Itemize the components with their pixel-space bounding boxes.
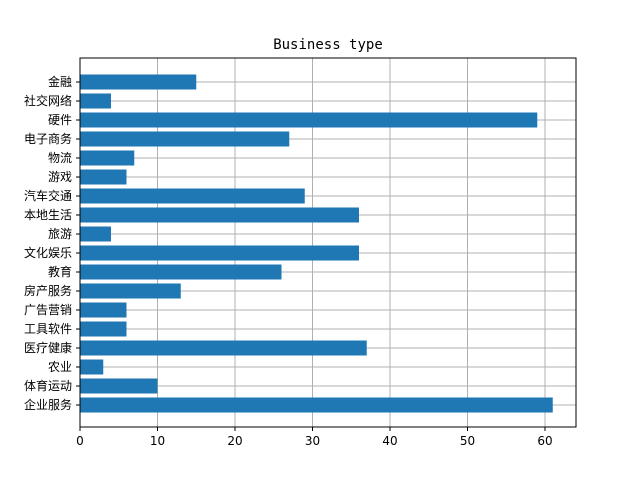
y-tick-label: 金融 [48, 74, 72, 89]
bar-1 [80, 93, 111, 109]
y-tick-label: 工具软件 [24, 322, 72, 336]
x-tick-label: 0 [76, 434, 84, 448]
y-tick-label: 旅游 [48, 227, 72, 241]
y-tick-label: 游戏 [48, 170, 72, 184]
y-tick-label: 本地生活 [24, 208, 72, 222]
bar-12 [80, 302, 127, 318]
bar-11 [80, 283, 181, 299]
y-axis-ticks: 金融社交网络硬件电子商务物流游戏汽车交通本地生活旅游文化娱乐教育房产服务广告营销… [24, 74, 80, 412]
x-tick-label: 40 [382, 434, 397, 448]
bar-10 [80, 264, 282, 280]
bar-14 [80, 340, 367, 356]
x-tick-label: 20 [227, 434, 242, 448]
y-tick-label: 房产服务 [24, 283, 72, 298]
y-tick-label: 农业 [48, 360, 72, 374]
bar-16 [80, 378, 158, 394]
chart-title: Business type [273, 37, 383, 53]
bar-3 [80, 131, 290, 147]
bar-0 [80, 74, 197, 90]
y-tick-label: 物流 [48, 151, 72, 165]
bar-2 [80, 112, 538, 128]
bar-17 [80, 397, 553, 413]
bar-4 [80, 150, 135, 166]
x-tick-label: 10 [150, 434, 165, 448]
y-tick-label: 医疗健康 [24, 340, 72, 355]
bar-5 [80, 169, 127, 185]
x-tick-label: 50 [460, 434, 475, 448]
y-tick-label: 企业服务 [24, 397, 72, 412]
y-tick-label: 广告营销 [24, 303, 72, 317]
plot-frame [79, 57, 577, 428]
bar-7 [80, 207, 359, 223]
y-tick-label: 电子商务 [24, 131, 72, 146]
x-axis-ticks: 0 10 20 30 40 50 60 [76, 427, 553, 448]
y-tick-label: 教育 [48, 264, 72, 279]
bar-6 [80, 188, 305, 204]
y-tick-label: 社交网络 [24, 93, 72, 108]
bar-8 [80, 226, 111, 242]
y-tick-label: 硬件 [48, 113, 72, 127]
y-tick-label: 体育运动 [24, 378, 72, 393]
bars [80, 74, 553, 413]
bar-9 [80, 245, 359, 261]
bar-13 [80, 321, 127, 337]
y-tick-label: 文化娱乐 [24, 245, 72, 260]
x-tick-label: 30 [305, 434, 320, 448]
bar-15 [80, 359, 104, 375]
x-tick-label: 60 [537, 434, 552, 448]
y-tick-label: 汽车交通 [24, 188, 72, 203]
